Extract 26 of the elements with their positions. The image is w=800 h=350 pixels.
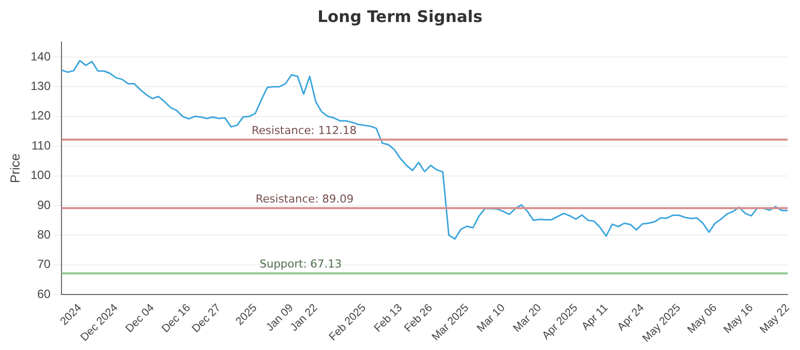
- y-tick-label: 100: [30, 168, 51, 182]
- x-tick-label: May 06: [685, 302, 720, 336]
- x-tick-label: May 16: [722, 302, 756, 336]
- x-tick-label: Apr 11: [580, 302, 610, 333]
- y-axis-title: Price: [7, 154, 22, 184]
- y-tick-label: 140: [30, 49, 51, 64]
- x-tick-label: Dec 27: [190, 302, 224, 336]
- y-tick-label: 80: [37, 227, 51, 242]
- x-tick-label: Mar 10: [474, 302, 508, 335]
- x-tick-label: Dec 04: [124, 302, 157, 336]
- ref-line-label: Support: 67.13: [260, 258, 342, 271]
- y-tick-label: 130: [30, 79, 51, 94]
- x-tick-label: Feb 26: [402, 302, 435, 335]
- x-tick-label: Dec 16: [160, 302, 193, 336]
- ref-line-label: Resistance: 89.09: [256, 192, 354, 206]
- ref-line-label: Resistance: 112.18: [252, 124, 357, 137]
- y-tick-label: 70: [37, 257, 51, 272]
- x-tick-label: Mar 20: [511, 302, 544, 335]
- x-tick-label: May 22: [758, 302, 792, 336]
- x-tick-label: Apr 24: [615, 302, 647, 334]
- x-tick-label: Feb 13: [372, 302, 405, 335]
- chart-title: Long Term Signals: [316, 6, 484, 28]
- y-tick-label: 110: [31, 138, 51, 152]
- y-tick-label: 60: [37, 286, 51, 301]
- y-tick-label: 120: [30, 108, 51, 123]
- y-tick-label: 90: [37, 198, 51, 212]
